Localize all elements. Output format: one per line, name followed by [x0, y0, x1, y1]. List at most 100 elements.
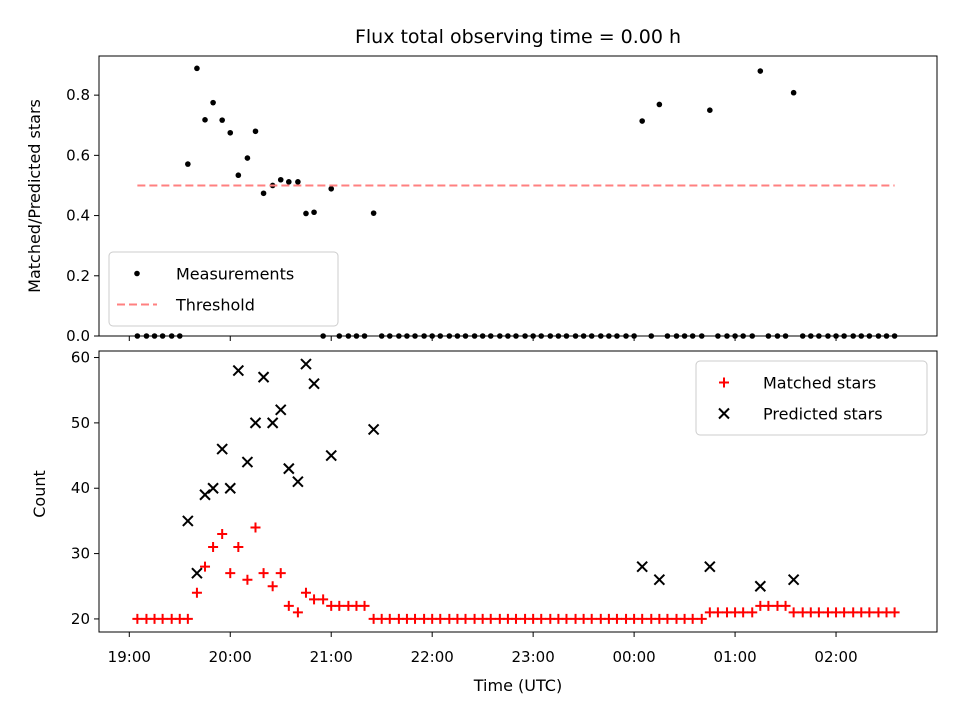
measurement-point: [210, 99, 216, 106]
x-tick-label: 19:00: [108, 648, 151, 666]
matched-star-point: [217, 528, 228, 539]
chart-title: Flux total observing time = 0.00 h: [355, 26, 681, 48]
count-panel-frame: [98, 350, 938, 633]
y-tick-label: 0.0: [66, 327, 90, 345]
measurement-point: [303, 210, 309, 217]
y-tick-label: 60: [71, 349, 90, 367]
matched-star-point: [384, 613, 395, 624]
predicted-star-point: [207, 482, 219, 494]
ratio-legend: Measurements Threshold: [108, 251, 339, 327]
matched-star-point: [208, 542, 219, 553]
matched-star-point: [536, 613, 547, 624]
y-tick-label: 20: [71, 610, 90, 628]
matched-star-point: [258, 568, 269, 579]
matched-star-point: [275, 568, 286, 579]
legend-x-marker: [718, 407, 730, 420]
predicted-star-point: [653, 574, 666, 586]
matched-star-point: [460, 613, 471, 624]
measurement-point: [656, 101, 663, 108]
measurement-point: [235, 172, 242, 179]
measurement-point: [219, 117, 225, 123]
measurement-point: [277, 176, 284, 183]
predicted-star-point: [325, 449, 337, 462]
matched-star-point: [561, 613, 572, 624]
y-tick-label: 0.4: [66, 207, 90, 225]
matched-star-point: [839, 607, 850, 618]
x-tick-label: 21:00: [310, 648, 353, 666]
measurement-point: [227, 129, 234, 136]
ratio-y-axis-label: Matched/Predicted stars: [25, 99, 44, 293]
measurement-point: [757, 68, 764, 74]
measurement-point: [202, 117, 208, 123]
predicted-star-point: [787, 574, 800, 586]
x-tick-label: 23:00: [512, 648, 555, 666]
matched-star-point: [300, 587, 311, 598]
matched-star-point: [687, 613, 698, 624]
matched-star-point: [586, 613, 597, 624]
measurement-point: [707, 107, 713, 113]
predicted-star-point: [266, 417, 279, 429]
matched-star-point: [747, 607, 758, 618]
legend-dot-marker: [134, 270, 140, 277]
matched-star-point: [410, 613, 421, 624]
predicted-star-point: [636, 560, 648, 573]
legend-label: Measurements: [176, 265, 294, 284]
matched-star-point: [510, 613, 521, 624]
predicted-star-point: [241, 456, 254, 468]
measurement-point: [260, 190, 267, 197]
matched-star-point: [864, 607, 875, 618]
legend-plus-marker: [719, 377, 729, 388]
predicted-star-point: [308, 377, 320, 390]
predicted-star-point: [292, 475, 304, 488]
matched-star-point: [359, 600, 370, 611]
matched-star-point: [250, 522, 261, 533]
x-tick-label: 20:00: [209, 648, 252, 666]
matched-star-point: [309, 594, 320, 605]
matched-star-point: [132, 613, 143, 624]
predicted-star-point: [283, 462, 295, 475]
matched-star-point: [435, 613, 446, 624]
matched-star-point: [242, 574, 253, 585]
measurement-point: [639, 118, 645, 124]
y-tick-label: 50: [71, 414, 90, 432]
x-tick-label: 02:00: [814, 648, 857, 666]
matched-star-point: [763, 600, 774, 611]
predicted-star-point: [367, 423, 380, 436]
predicted-star-point: [199, 489, 211, 501]
ratio-panel: 0.00.20.40.60.8 Matched/Predicted stars …: [25, 55, 938, 345]
ratio-panel-frame: [98, 55, 938, 337]
legend-label: Matched stars: [763, 374, 876, 393]
matched-star-point: [267, 581, 278, 592]
predicted-star-point: [232, 364, 245, 377]
count-legend: Matched stars Predicted stars: [695, 360, 928, 436]
matched-star-point: [889, 607, 900, 618]
matched-star-point: [611, 613, 622, 624]
legend-box: [108, 251, 339, 327]
predicted-star-point: [182, 515, 194, 527]
matched-star-point: [788, 607, 799, 618]
count-y-axis-label: Count: [30, 470, 49, 518]
measurement-point: [286, 179, 292, 185]
matched-star-point: [200, 561, 211, 572]
measurement-point: [252, 128, 259, 135]
predicted-star-point: [216, 443, 228, 455]
x-tick-label: 01:00: [713, 648, 756, 666]
matched-star-point: [292, 607, 303, 618]
measurement-point: [370, 210, 377, 216]
count-panel: 20 30 40 50 60 19:00 20:00 21:00 22:00 23:00 00:0…: [30, 349, 938, 695]
predicted-star-point: [191, 567, 203, 579]
measurement-point: [244, 155, 251, 161]
matched-star-point: [485, 613, 496, 624]
matched-star-point: [813, 607, 824, 618]
predicted-star-point: [754, 580, 767, 592]
x-tick-label: 00:00: [612, 648, 655, 666]
matched-star-point: [191, 587, 202, 598]
predicted-star-point: [224, 482, 236, 494]
measurement-point: [328, 185, 335, 192]
matched-star-point: [225, 568, 236, 579]
legend-box: [695, 360, 928, 436]
matched-star-point: [157, 613, 168, 624]
matched-star-point: [662, 613, 673, 624]
y-tick-label: 40: [71, 479, 90, 497]
matched-star-point: [637, 613, 648, 624]
